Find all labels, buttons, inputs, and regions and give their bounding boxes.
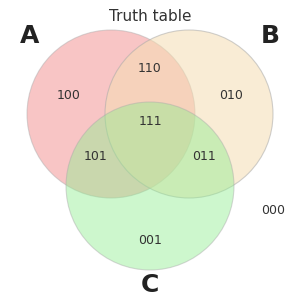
Text: 100: 100: [57, 89, 81, 103]
Text: B: B: [260, 24, 280, 48]
Text: 000: 000: [261, 203, 285, 217]
Text: 101: 101: [84, 149, 108, 163]
Circle shape: [27, 30, 195, 198]
Text: A: A: [20, 24, 40, 48]
Text: Truth table: Truth table: [109, 9, 191, 24]
Text: 110: 110: [138, 62, 162, 76]
Text: 011: 011: [192, 149, 216, 163]
Circle shape: [66, 102, 234, 270]
Text: 111: 111: [138, 115, 162, 128]
Text: 010: 010: [219, 89, 243, 103]
Text: 001: 001: [138, 233, 162, 247]
Text: C: C: [141, 273, 159, 297]
Circle shape: [105, 30, 273, 198]
